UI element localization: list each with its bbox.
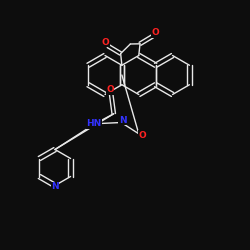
- Text: O: O: [101, 38, 109, 47]
- Text: N: N: [51, 182, 59, 191]
- Text: N: N: [119, 116, 126, 124]
- Text: O: O: [152, 28, 160, 37]
- Text: O: O: [106, 86, 114, 94]
- Text: HN: HN: [86, 119, 102, 128]
- Text: O: O: [138, 130, 146, 140]
